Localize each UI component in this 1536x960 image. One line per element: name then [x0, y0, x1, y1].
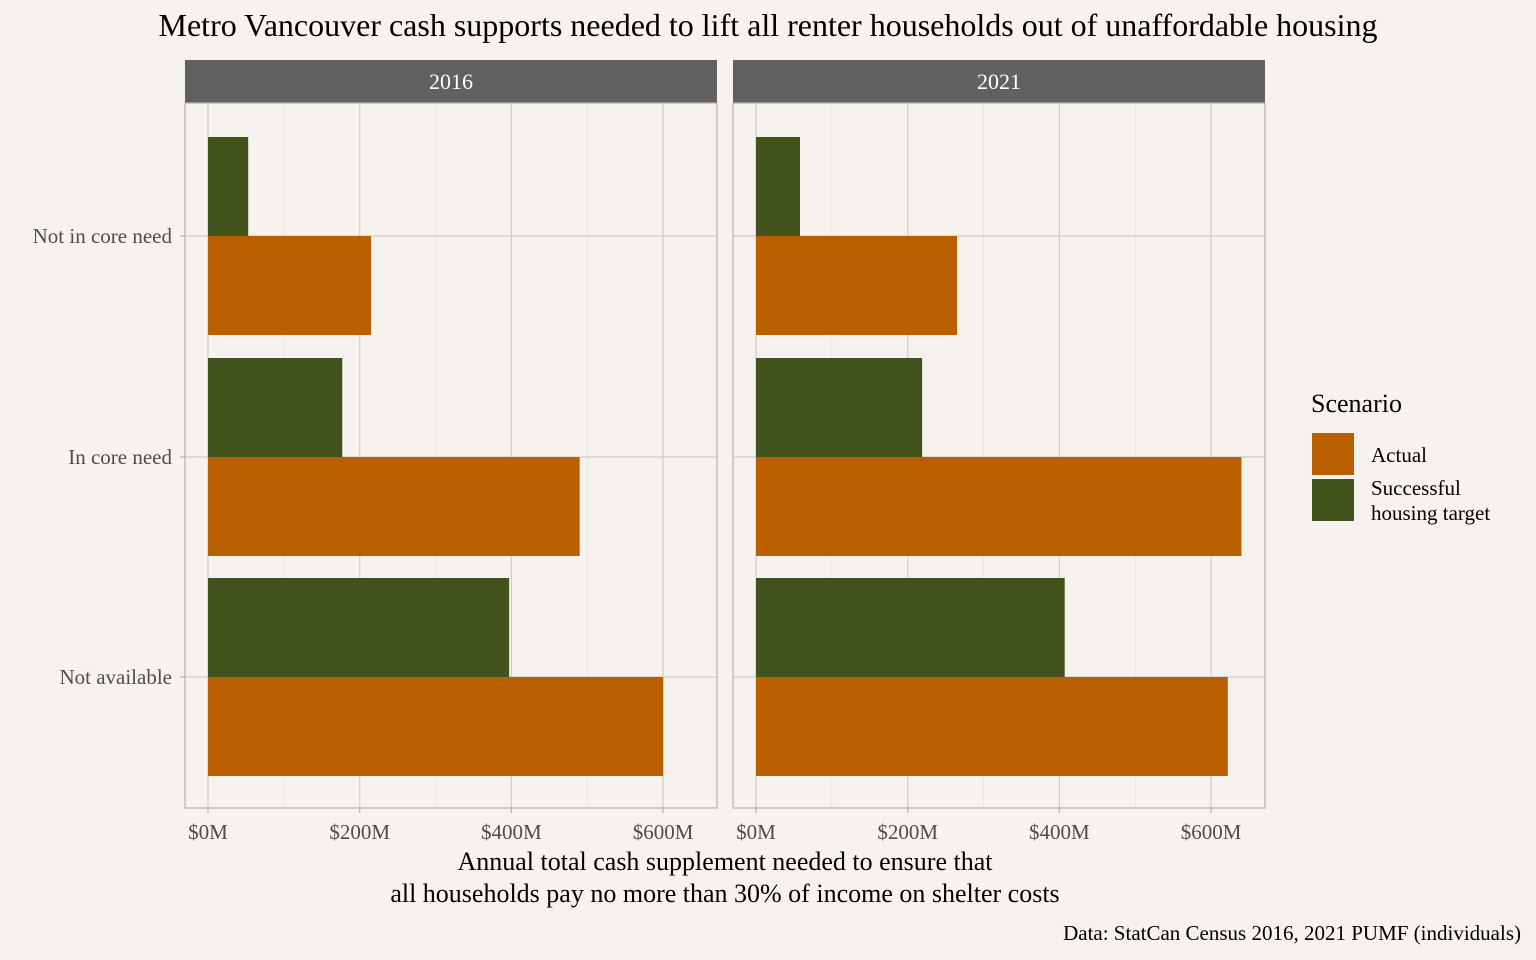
bar-successful-target [756, 358, 923, 457]
y-tick-label: Not in core need [33, 224, 173, 248]
facet-strip [733, 60, 1265, 103]
y-tick-label: In core need [68, 445, 172, 469]
caption: Data: StatCan Census 2016, 2021 PUMF (in… [1063, 921, 1521, 945]
x-tick-label: $600M [1181, 820, 1242, 844]
legend-key [1312, 433, 1354, 475]
x-tick-label: $400M [481, 820, 542, 844]
bar-actual [208, 677, 664, 776]
x-tick-label: $0M [188, 820, 228, 844]
x-tick-label: $200M [329, 820, 390, 844]
bar-successful-target [756, 578, 1065, 677]
legend-key [1312, 479, 1354, 521]
bar-successful-target [756, 137, 800, 236]
chart-title: Metro Vancouver cash supports needed to … [159, 7, 1378, 43]
x-tick-label: $0M [736, 820, 776, 844]
panel-border [184, 102, 718, 809]
bar-actual [756, 236, 958, 335]
bar-successful-target [208, 578, 510, 677]
panel-border [732, 102, 1266, 809]
x-tick-label: $400M [1029, 820, 1090, 844]
legend-label: Successful [1371, 476, 1461, 500]
legend-label: housing target [1371, 501, 1490, 525]
x-axis-label: all households pay no more than 30% of i… [390, 879, 1059, 908]
legend-title: Scenario [1311, 389, 1402, 418]
x-tick-label: $600M [633, 820, 694, 844]
bar-actual [208, 236, 372, 335]
bar-successful-target [208, 358, 343, 457]
facet-label: 2016 [429, 69, 473, 94]
bar-actual [756, 677, 1228, 776]
y-tick-label: Not available [59, 665, 172, 689]
bar-actual [756, 457, 1242, 556]
facet-strip [185, 60, 717, 103]
facet-label: 2021 [977, 69, 1021, 94]
x-tick-label: $200M [877, 820, 938, 844]
bar-successful-target [208, 137, 249, 236]
bar-actual [208, 457, 580, 556]
legend-label: Actual [1371, 443, 1427, 467]
x-axis-label: Annual total cash supplement needed to e… [457, 847, 993, 876]
